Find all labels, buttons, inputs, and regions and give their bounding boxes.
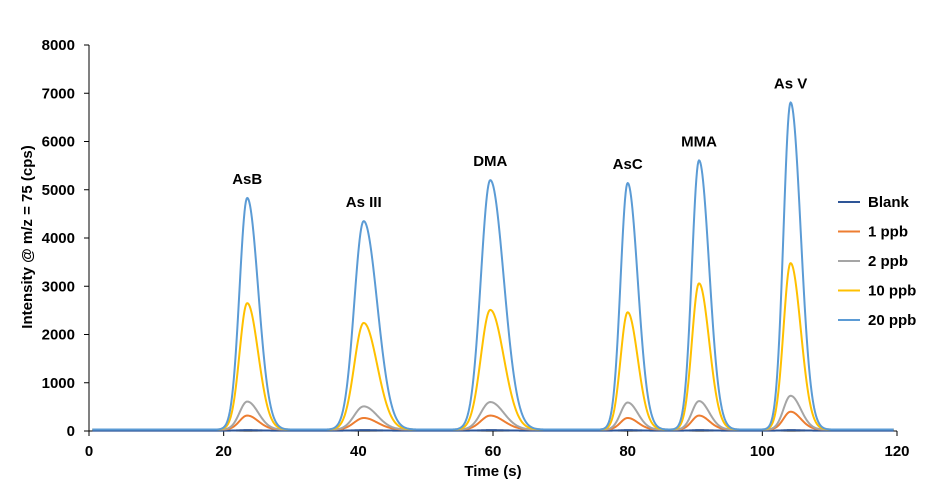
x-axis-title: Time (s) bbox=[464, 463, 521, 480]
legend-label: Blank bbox=[868, 194, 910, 211]
series-line-20-ppb bbox=[92, 101, 894, 431]
y-tick-label: 6000 bbox=[42, 134, 75, 151]
x-tick-label: 0 bbox=[85, 443, 93, 460]
y-tick-label: 5000 bbox=[42, 182, 75, 199]
y-tick-label: 1000 bbox=[42, 375, 75, 392]
x-tick-label: 60 bbox=[485, 443, 502, 460]
peak-label: As V bbox=[774, 75, 807, 92]
peak-label: As III bbox=[346, 194, 382, 211]
y-tick-label: 8000 bbox=[42, 37, 75, 54]
x-tick-label: 40 bbox=[350, 443, 367, 460]
y-axis: 0 1000 2000 3000 4000 5000 6000 7000 8000 bbox=[42, 37, 90, 440]
legend-label: 10 ppb bbox=[868, 283, 916, 300]
legend: Blank 1 ppb 2 ppb 10 ppb 20 ppb bbox=[838, 194, 916, 329]
y-tick-label: 4000 bbox=[42, 230, 75, 247]
peak-label: MMA bbox=[681, 133, 717, 150]
x-tick-label: 20 bbox=[215, 443, 232, 460]
y-tick-label: 2000 bbox=[42, 327, 75, 344]
y-tick-label: 7000 bbox=[42, 85, 75, 102]
peak-label: AsB bbox=[232, 171, 262, 188]
y-tick-label: 0 bbox=[67, 423, 75, 440]
x-tick-label: 120 bbox=[884, 443, 909, 460]
legend-label: 20 ppb bbox=[868, 312, 916, 329]
x-tick-label: 80 bbox=[619, 443, 636, 460]
x-tick-label: 100 bbox=[750, 443, 775, 460]
y-axis-title: Intensity @ m/z = 75 (cps) bbox=[19, 145, 36, 328]
legend-label: 1 ppb bbox=[868, 224, 908, 241]
series-line-10-ppb bbox=[92, 262, 894, 431]
x-axis: 0 20 40 60 80 100 120 bbox=[85, 430, 910, 460]
y-tick-label: 3000 bbox=[42, 278, 75, 295]
legend-label: 2 ppb bbox=[868, 253, 908, 270]
series-lines bbox=[92, 101, 894, 432]
peak-labels: AsB As III DMA AsC MMA As V bbox=[232, 75, 807, 211]
peak-label: DMA bbox=[473, 153, 507, 170]
peak-label: AsC bbox=[613, 156, 643, 173]
